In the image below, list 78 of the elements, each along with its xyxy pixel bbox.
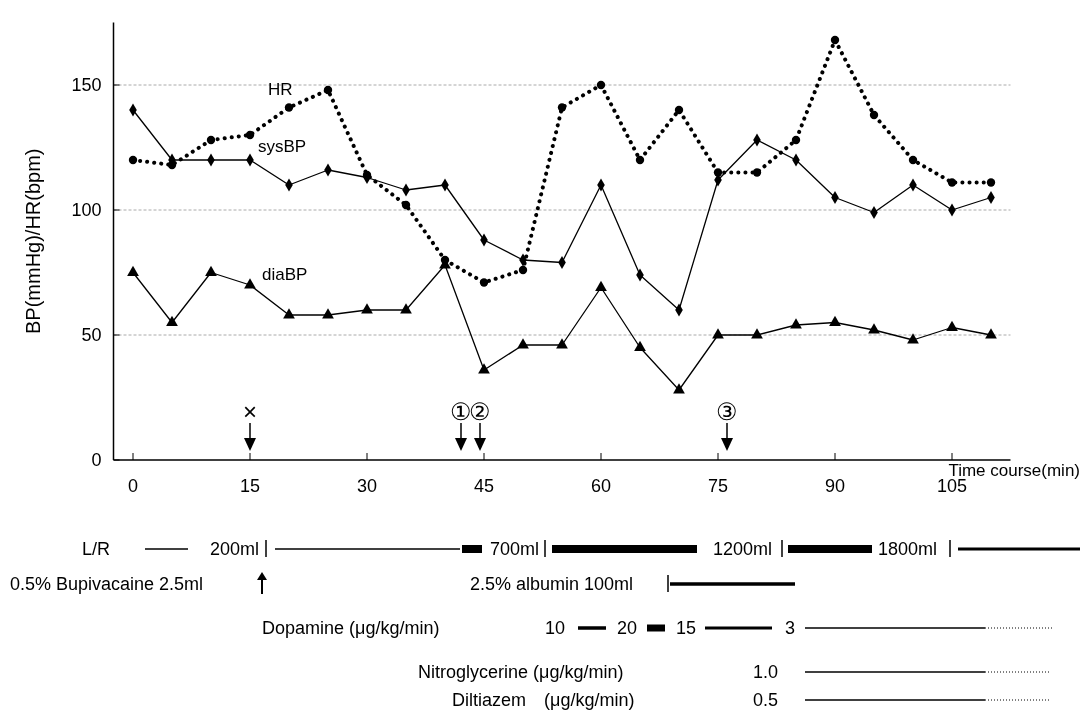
point	[128, 155, 138, 165]
series-label: diaBP	[262, 265, 308, 284]
series-label: HR	[268, 80, 293, 99]
text: 0.5% Bupivacaine 2.5ml	[10, 574, 204, 594]
text: L/R	[82, 539, 111, 559]
annotation: ①	[450, 398, 472, 425]
point	[166, 315, 178, 326]
point	[830, 35, 840, 45]
point	[245, 130, 255, 140]
y-axis-title: BP(mmHg)/HR(bpm)	[22, 148, 44, 335]
series-label: sysBP	[258, 137, 307, 156]
point	[907, 333, 919, 344]
text: Dopamine (μg/kg/min)	[262, 618, 440, 638]
annotation: ②	[469, 398, 491, 425]
x-tick-label: 75	[707, 476, 729, 496]
x-tick-label: 60	[590, 476, 612, 496]
point	[868, 323, 880, 334]
x-tick-label: 90	[824, 476, 846, 496]
point	[712, 328, 724, 339]
text: 0.5	[753, 690, 779, 710]
point	[479, 278, 489, 287]
text: 2.5% albumin 100ml	[470, 574, 634, 594]
text: 20	[617, 618, 638, 638]
point	[596, 80, 606, 90]
point	[557, 103, 567, 112]
y-tick-label: 50	[81, 325, 102, 346]
point	[908, 155, 918, 165]
point	[284, 103, 294, 112]
point	[713, 168, 723, 177]
point	[947, 178, 957, 187]
point	[323, 85, 333, 95]
text: 15	[676, 618, 697, 638]
x-tick-label: 15	[239, 476, 261, 496]
text: 200ml	[210, 539, 260, 559]
annotation: ③	[716, 398, 738, 425]
point	[673, 383, 685, 394]
text: 10	[545, 618, 566, 638]
x-tick-label: 45	[473, 476, 495, 496]
y-tick-label: 0	[91, 450, 102, 471]
point	[322, 308, 334, 319]
point	[790, 318, 802, 329]
point	[869, 110, 879, 120]
text: 700ml	[490, 539, 540, 559]
point	[751, 328, 763, 339]
text: 1.0	[753, 662, 779, 682]
point	[518, 265, 528, 275]
point	[283, 308, 295, 319]
point	[478, 363, 490, 374]
point	[167, 160, 177, 170]
text: Diltiazem (μg/kg/min)	[452, 690, 635, 710]
point	[517, 338, 529, 349]
point	[205, 265, 217, 276]
point	[400, 303, 412, 314]
text: 1800ml	[878, 539, 938, 559]
point	[986, 178, 996, 187]
text: 3	[785, 618, 796, 638]
point	[206, 135, 216, 145]
point	[634, 340, 646, 351]
point	[791, 135, 801, 145]
text: Nitroglycerine (μg/kg/min)	[418, 662, 624, 682]
point	[985, 328, 997, 339]
point	[674, 105, 684, 115]
point	[401, 200, 411, 210]
point	[829, 315, 841, 326]
point	[361, 303, 373, 314]
y-tick-label: 100	[71, 200, 102, 221]
point	[127, 265, 139, 276]
point	[595, 280, 607, 291]
point	[244, 278, 256, 289]
annotation: ×	[242, 398, 258, 425]
y-tick-label: 150	[71, 75, 102, 96]
point	[556, 338, 568, 349]
x-tick-label: 30	[356, 476, 378, 496]
point	[635, 155, 645, 165]
x-tick-label: 0	[127, 476, 139, 496]
text: 1200ml	[713, 539, 773, 559]
point	[946, 320, 958, 331]
point	[752, 168, 762, 177]
